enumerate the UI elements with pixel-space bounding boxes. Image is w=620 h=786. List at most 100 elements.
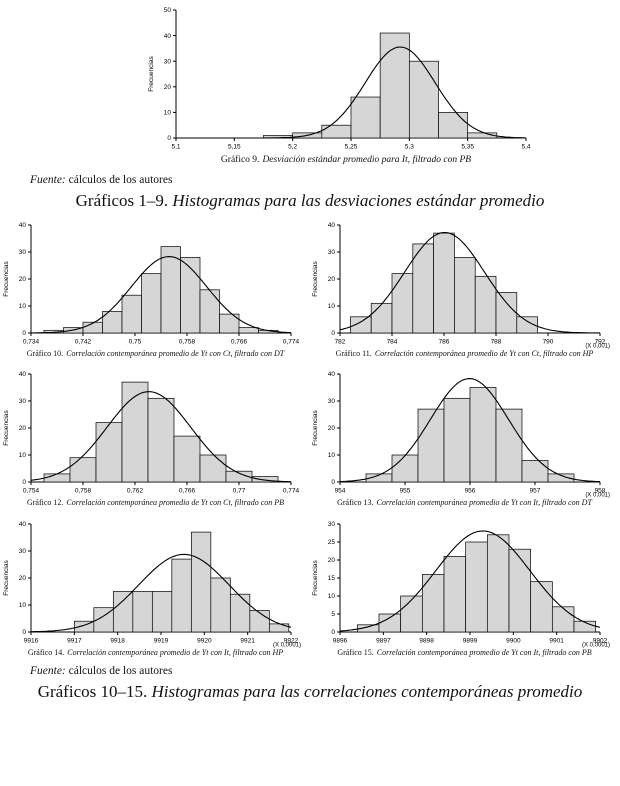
y-tick-label: 20 xyxy=(19,426,27,433)
source-note-text: cálculos de los autores xyxy=(68,173,173,186)
y-axis-title: Frecuencias xyxy=(312,261,319,297)
x-tick-label: 9901 xyxy=(549,637,564,644)
source-note-label: Fuente: xyxy=(30,664,66,677)
histogram-bar xyxy=(173,436,201,483)
y-axis-title: Frecuencias xyxy=(3,410,10,446)
figure-cell-grafico-10: 0 10 20 30 40 0,734 0,742 0,75 0,758 0,766 0,774 Fr… xyxy=(1,219,310,358)
histogram-grafico-9: 0 10 20 30 40 50 5,1 5,15 5,2 5,25 5,3 5,35 5,4 Frecu… xyxy=(146,4,546,154)
histogram-bars xyxy=(356,533,597,632)
y-tick-label: 20 xyxy=(19,276,27,283)
x-tick-label: 9919 xyxy=(154,637,169,644)
y-tick-label: 30 xyxy=(328,249,336,256)
histogram-bar xyxy=(69,457,97,483)
histogram-bar xyxy=(469,387,497,483)
x-tick-label: 958 xyxy=(595,488,606,495)
histogram-bar xyxy=(433,232,455,334)
x-tick-label: 9916 xyxy=(24,637,39,644)
histogram-bars xyxy=(350,232,538,334)
x-tick-label: 5,25 xyxy=(345,144,358,151)
x-tick-label: 956 xyxy=(465,488,476,495)
x-tick-label: 5,35 xyxy=(461,144,474,151)
y-tick-label: 40 xyxy=(19,521,27,528)
histogram-bar xyxy=(438,112,469,139)
figure-caption-grafico-14: Gráfico 14. Correlación contemporánea pro… xyxy=(1,648,310,657)
histogram-bar xyxy=(400,595,423,632)
y-tick-label: 15 xyxy=(328,575,336,582)
x-tick-label: 0,754 xyxy=(23,488,40,495)
source-note-1: Fuente: cálculos de los autores xyxy=(30,174,620,186)
y-tick-label: 40 xyxy=(164,33,172,40)
y-tick-label: 0 xyxy=(22,480,26,487)
histogram-bar xyxy=(412,243,434,334)
histogram-grafico-12: 0 10 20 30 40 0,754 0,758 0,762 0,766 0,77 0,774 Fr… xyxy=(1,368,310,498)
y-tick-label: 0 xyxy=(331,480,335,487)
x-tick-label: 0,774 xyxy=(283,339,300,346)
y-tick-label: 30 xyxy=(19,548,27,555)
histogram-grafico-15: 0 5 10 15 20 25 30 9896 9897 9898 9899 9900 9901 9902… xyxy=(310,518,619,648)
chart-canvas-grafico-14: 0 10 20 30 40 9916 9917 9918 9919 9920 9921 9922 Fre… xyxy=(3,521,301,648)
x-tick-label: 0,77 xyxy=(233,488,246,495)
histogram-bars xyxy=(365,387,575,483)
histogram-bar xyxy=(379,32,410,139)
figure-caption-label: Gráfico 14. xyxy=(27,647,65,657)
y-tick-label: 40 xyxy=(19,372,27,379)
histogram-bars xyxy=(73,531,290,632)
x-tick-label: 9918 xyxy=(110,637,125,644)
x-tick-label: 0,774 xyxy=(283,488,300,495)
x-tick-label: 5,2 xyxy=(288,144,297,151)
x-tick-label: 5,1 xyxy=(171,144,180,151)
section-heading-italic: Histogramas para las desviaciones estánd… xyxy=(172,190,545,210)
histogram-bar xyxy=(378,613,402,632)
x-tick-label: 784 xyxy=(387,339,398,346)
source-note-2: Fuente: cálculos de los autores xyxy=(30,665,620,677)
figure-caption-grafico-11: Gráfico 11. Correlación contemporánea pro… xyxy=(310,349,619,358)
histogram-bar xyxy=(121,382,149,483)
x-tick-label: 5,4 xyxy=(521,144,530,151)
y-tick-label: 25 xyxy=(328,539,336,546)
histogram-bars xyxy=(43,246,279,334)
normal-curve xyxy=(339,232,600,334)
x-tick-label: 954 xyxy=(335,488,346,495)
histogram-bar xyxy=(391,273,414,334)
x-tick-label: 9897 xyxy=(376,637,391,644)
figure-caption-text: Correlación contemporánea promedio de Yt… xyxy=(374,349,594,359)
histogram-bar xyxy=(508,548,532,632)
y-tick-label: 0 xyxy=(22,330,26,337)
figure-grid: 0 10 20 30 40 0,734 0,742 0,75 0,758 0,766 0,774 Fr… xyxy=(0,219,620,657)
x-tick-label: 9917 xyxy=(67,637,82,644)
histogram-bar xyxy=(43,473,71,483)
y-tick-label: 20 xyxy=(328,426,336,433)
histogram-bar xyxy=(465,541,488,632)
y-tick-label: 20 xyxy=(19,575,27,582)
y-tick-label: 10 xyxy=(328,453,336,460)
figure-cell-grafico-15: 0 5 10 15 20 25 30 9896 9897 9898 9899 9900 9901 9902… xyxy=(310,518,619,657)
source-note-label: Fuente: xyxy=(30,173,66,186)
histogram-bar xyxy=(199,289,220,334)
histogram-bar xyxy=(530,580,553,632)
normal-curve xyxy=(176,46,527,139)
y-tick-label: 30 xyxy=(328,399,336,406)
histogram-bar xyxy=(370,303,393,334)
x-tick-label: 5,15 xyxy=(228,144,241,151)
histogram-grafico-11: 0 10 20 30 40 782 784 786 788 790 792 Frecuencias (X… xyxy=(310,219,619,349)
histogram-bar xyxy=(350,96,381,139)
x-tick-label: 9902 xyxy=(593,637,608,644)
histogram-bar xyxy=(495,409,523,483)
y-tick-label: 40 xyxy=(19,222,27,229)
x-tick-label: 9899 xyxy=(463,637,478,644)
x-tick-label: 0,766 xyxy=(231,339,248,346)
x-tick-label: 955 xyxy=(400,488,411,495)
histogram-bar xyxy=(180,257,201,334)
histogram-bar xyxy=(95,422,123,483)
histogram-bar xyxy=(160,246,181,334)
x-tick-label: 0,742 xyxy=(75,339,92,346)
histogram-bar xyxy=(443,398,471,483)
y-tick-label: 10 xyxy=(19,602,27,609)
histogram-bar xyxy=(443,555,467,632)
histogram-bar xyxy=(210,577,231,632)
histogram-grafico-13: 0 10 20 30 40 954 955 956 957 958 Frecuencias (X 0,… xyxy=(310,368,619,499)
figure-cell-grafico-11: 0 10 20 30 40 782 784 786 788 790 792 Frecuencias (X… xyxy=(310,219,619,358)
x-tick-label: 0,766 xyxy=(179,488,196,495)
figure-caption-label: Gráfico 12. xyxy=(26,498,64,508)
